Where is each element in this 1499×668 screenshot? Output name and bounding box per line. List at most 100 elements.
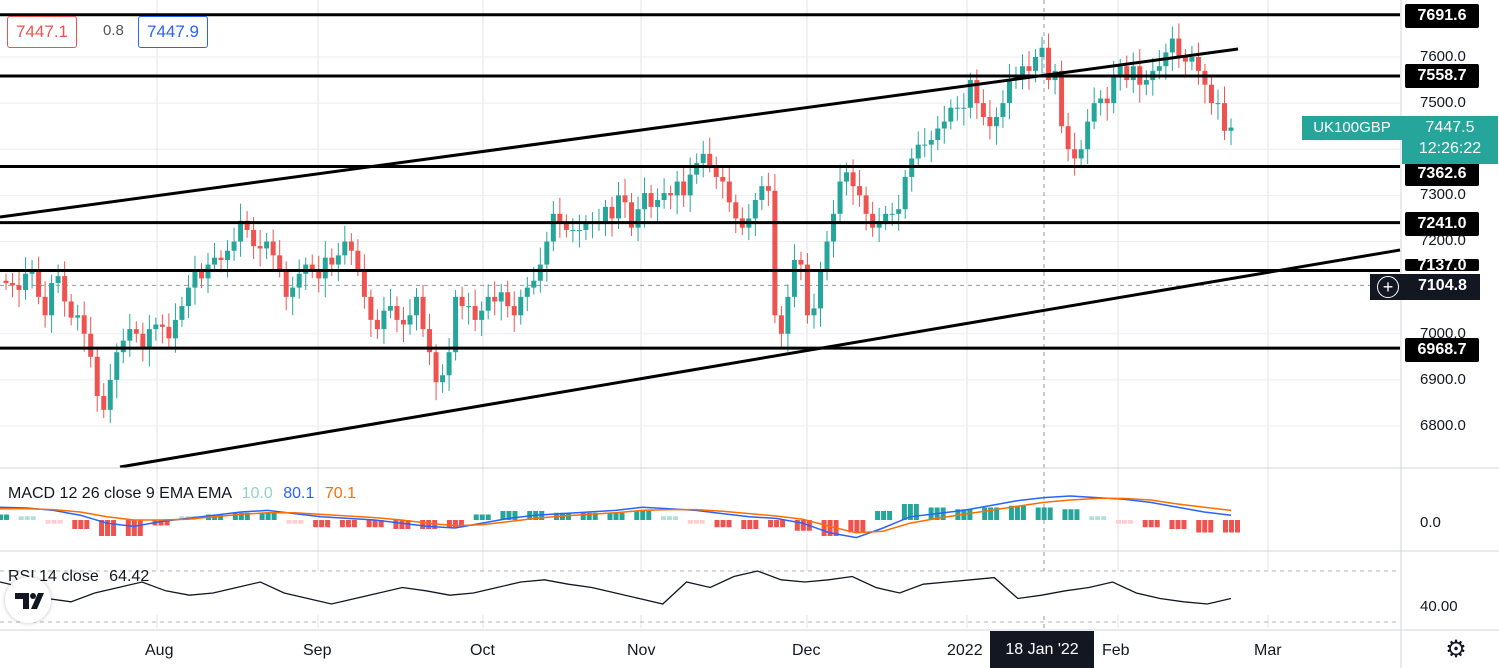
- tradingview-logo-icon[interactable]: [5, 577, 51, 623]
- macd-histogram-bar: [1074, 509, 1080, 520]
- candle-body: [172, 319, 178, 339]
- x-tick: Nov: [627, 642, 656, 659]
- candle-body: [348, 241, 354, 251]
- candle-body: [1019, 66, 1025, 76]
- candle-body: [1143, 80, 1149, 85]
- candle-body: [296, 273, 302, 288]
- macd-histogram-bar: [238, 512, 244, 520]
- candle-body: [694, 163, 700, 175]
- macd-histogram-bar: [345, 520, 351, 528]
- candle-body: [238, 220, 244, 242]
- candle-body: [335, 255, 341, 265]
- macd-histogram-bar: [887, 511, 893, 520]
- candle-body: [10, 283, 16, 286]
- macd-histogram-bar: [1229, 520, 1234, 533]
- gear-icon[interactable]: ⚙: [1445, 636, 1467, 663]
- candle-body: [1033, 57, 1039, 71]
- candle-body: [752, 199, 758, 219]
- macd-histogram-bar: [339, 520, 345, 528]
- candle-body: [485, 296, 491, 311]
- macd-histogram-bar: [1101, 516, 1107, 520]
- candle-body: [791, 259, 797, 297]
- macd-legend[interactable]: MACD 12 26 close 9 EMA EMA 10.0 80.1 70.…: [8, 485, 356, 503]
- level-label: 7241.0: [1405, 212, 1479, 236]
- macd-histogram-bar: [1175, 520, 1181, 529]
- candle-body: [1059, 70, 1065, 127]
- candle-body: [765, 186, 771, 191]
- candle-body: [453, 296, 459, 353]
- candle-body: [407, 315, 413, 325]
- candle-body: [94, 356, 100, 397]
- macd-histogram-bar: [592, 512, 598, 520]
- candle-body: [446, 352, 452, 376]
- macd-histogram-bar: [1115, 520, 1121, 524]
- macd-histogram-bar: [399, 520, 405, 529]
- macd-histogram-bar: [753, 520, 759, 529]
- macd-histogram-bar: [646, 511, 652, 520]
- macd-histogram-bar: [848, 520, 854, 533]
- candle-body: [1078, 149, 1084, 159]
- crosshair-date-label: 18 Jan '22: [990, 631, 1094, 668]
- x-tick: Sep: [303, 642, 332, 659]
- macd-histogram-bar: [292, 520, 298, 524]
- candle-body: [355, 250, 361, 270]
- macd-histogram-bar: [164, 520, 170, 526]
- candle-body: [185, 287, 191, 307]
- candle-body: [459, 296, 465, 307]
- candle-body: [1104, 98, 1110, 104]
- candle-body: [915, 144, 921, 159]
- candle-body: [114, 352, 120, 380]
- candle-body: [935, 128, 941, 141]
- candle-body: [661, 193, 667, 200]
- candle-body: [726, 181, 732, 203]
- macd-histogram-bar: [854, 520, 860, 533]
- macd-histogram-bar: [218, 514, 224, 520]
- macd-histogram-bar: [298, 520, 304, 524]
- candle-body: [1195, 57, 1201, 71]
- candle-body: [876, 223, 882, 228]
- level-label: 6968.7: [1405, 338, 1479, 362]
- macd-histogram-bar: [232, 512, 238, 520]
- x-tick: Aug: [145, 642, 174, 659]
- candle-body: [68, 301, 74, 318]
- candle-body: [420, 296, 426, 330]
- macd-panel: [0, 495, 1240, 539]
- bid-price[interactable]: 7447.1: [7, 16, 77, 48]
- crosshair-price-label[interactable]: + 7104.8: [1370, 274, 1480, 300]
- candle-body: [1228, 127, 1234, 131]
- macd-histogram-bar: [105, 520, 111, 536]
- candle-body: [1130, 66, 1136, 81]
- candle-body: [394, 306, 400, 320]
- candle-body: [889, 213, 895, 215]
- candle-body: [153, 324, 159, 330]
- macd-histogram-bar: [512, 511, 518, 520]
- macd-histogram-bar: [881, 511, 887, 520]
- candle-body: [609, 206, 615, 219]
- macd-histogram-bar: [607, 512, 613, 520]
- trend-lines: [0, 47, 1401, 469]
- candle-body: [524, 287, 530, 297]
- crosshair-price: 7104.8: [1418, 277, 1467, 294]
- candle-body: [824, 241, 830, 270]
- candle-body: [264, 241, 270, 249]
- macd-histogram-bar: [286, 520, 292, 524]
- plus-circle-icon[interactable]: +: [1377, 276, 1399, 298]
- macd-histogram-bar: [351, 520, 357, 528]
- candle-body: [23, 273, 29, 290]
- macd-histogram-bar: [500, 511, 506, 520]
- macd-histogram-bar: [18, 516, 24, 520]
- candle-body: [140, 333, 146, 348]
- candle-body: [1189, 57, 1195, 62]
- macd-histogram-bar: [907, 504, 913, 520]
- x-tick: 2022: [947, 642, 983, 659]
- macd-histogram-bar: [111, 520, 117, 536]
- y-tick: 7500.0: [1420, 94, 1466, 111]
- horizontal-levels: [0, 13, 1400, 350]
- candle-body: [928, 140, 934, 145]
- macd-histogram-bar: [158, 520, 164, 526]
- ask-price[interactable]: 7447.9: [138, 16, 208, 48]
- candle-body: [361, 269, 367, 297]
- candle-body: [563, 223, 569, 230]
- rsi-tick: 40.00: [1420, 598, 1458, 615]
